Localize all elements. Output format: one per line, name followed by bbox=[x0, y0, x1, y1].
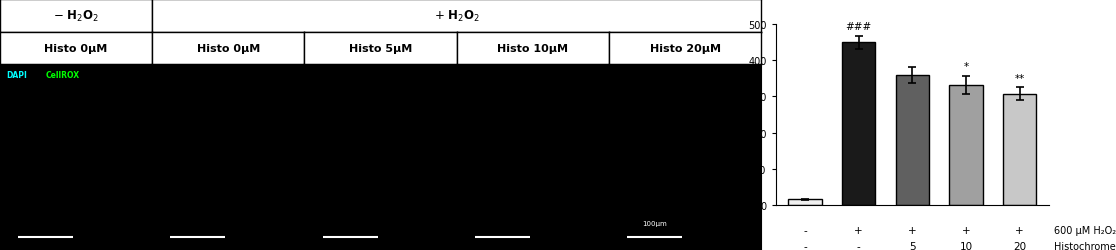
Text: ###: ### bbox=[846, 22, 872, 32]
Text: 600 μM H₂O₂: 600 μM H₂O₂ bbox=[1055, 225, 1116, 235]
Text: 20: 20 bbox=[1013, 241, 1026, 250]
Text: +: + bbox=[855, 225, 863, 235]
Text: CellROX: CellROX bbox=[46, 70, 79, 80]
Bar bbox=[1003, 94, 1036, 205]
Text: +: + bbox=[908, 225, 916, 235]
Text: Histo 10μM: Histo 10μM bbox=[498, 44, 568, 54]
Text: Histochrome (μM): Histochrome (μM) bbox=[1055, 241, 1116, 250]
Bar bbox=[950, 86, 982, 205]
Bar bbox=[789, 200, 821, 205]
Text: Histo 20μM: Histo 20μM bbox=[650, 44, 721, 54]
Text: +: + bbox=[1016, 225, 1023, 235]
Text: -: - bbox=[857, 241, 860, 250]
Text: 100μm: 100μm bbox=[642, 220, 667, 226]
Text: 10: 10 bbox=[960, 241, 972, 250]
Text: **: ** bbox=[1014, 74, 1024, 84]
Text: 5: 5 bbox=[910, 241, 915, 250]
Text: Histo 0μM: Histo 0μM bbox=[196, 44, 260, 54]
Text: -: - bbox=[804, 225, 807, 235]
Y-axis label: spot count / image: spot count / image bbox=[734, 66, 744, 164]
Text: *: * bbox=[963, 62, 969, 72]
Text: $-$ H$_2$O$_2$: $-$ H$_2$O$_2$ bbox=[54, 9, 99, 24]
Text: Histo 0μM: Histo 0μM bbox=[45, 44, 108, 54]
Bar bbox=[843, 43, 875, 205]
Text: Histo 5μM: Histo 5μM bbox=[349, 44, 412, 54]
Text: $+$ H$_2$O$_2$: $+$ H$_2$O$_2$ bbox=[434, 9, 480, 24]
Text: -: - bbox=[804, 241, 807, 250]
Text: +: + bbox=[962, 225, 970, 235]
Bar bbox=[896, 76, 929, 205]
Text: DAPI: DAPI bbox=[6, 70, 27, 80]
